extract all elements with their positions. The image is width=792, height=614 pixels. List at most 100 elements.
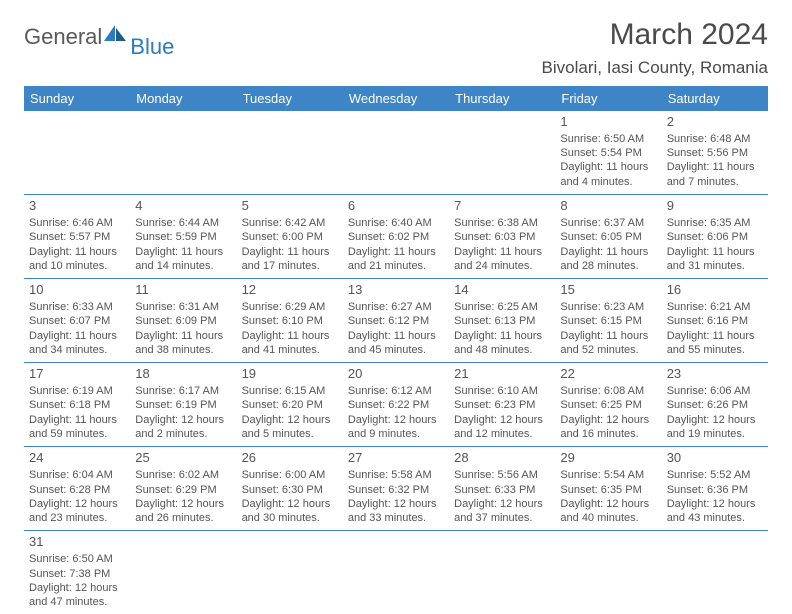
day-cell: 1Sunrise: 6:50 AMSunset: 5:54 PMDaylight… <box>555 111 661 194</box>
day-cell: 18Sunrise: 6:17 AMSunset: 6:19 PMDayligh… <box>130 363 236 446</box>
day-number: 7 <box>454 198 550 215</box>
day-number: 23 <box>667 366 763 383</box>
day-cell: 13Sunrise: 6:27 AMSunset: 6:12 PMDayligh… <box>343 279 449 362</box>
sunrise-text: Sunrise: 6:02 AM <box>135 468 231 482</box>
sunrise-text: Sunrise: 5:58 AM <box>348 468 444 482</box>
day-cell: 14Sunrise: 6:25 AMSunset: 6:13 PMDayligh… <box>449 279 555 362</box>
day-cell: 12Sunrise: 6:29 AMSunset: 6:10 PMDayligh… <box>237 279 343 362</box>
daylight-text: Daylight: 11 hours and 24 minutes. <box>454 245 550 274</box>
sunrise-text: Sunrise: 6:21 AM <box>667 300 763 314</box>
day-cell: 9Sunrise: 6:35 AMSunset: 6:06 PMDaylight… <box>662 195 768 278</box>
sunrise-text: Sunrise: 6:35 AM <box>667 216 763 230</box>
day-number: 17 <box>29 366 125 383</box>
day-number: 3 <box>29 198 125 215</box>
sunset-text: Sunset: 6:29 PM <box>135 483 231 497</box>
day-number: 26 <box>242 450 338 467</box>
day-number: 24 <box>29 450 125 467</box>
day-number: 16 <box>667 282 763 299</box>
sunrise-text: Sunrise: 6:33 AM <box>29 300 125 314</box>
logo: General Blue <box>24 18 176 50</box>
month-title: March 2024 <box>542 18 768 52</box>
day-cell: 19Sunrise: 6:15 AMSunset: 6:20 PMDayligh… <box>237 363 343 446</box>
day-cell-empty <box>449 111 555 194</box>
calendar: Sunday Monday Tuesday Wednesday Thursday… <box>24 86 768 614</box>
sunset-text: Sunset: 6:32 PM <box>348 483 444 497</box>
weekday-saturday: Saturday <box>662 86 768 111</box>
daylight-text: Daylight: 12 hours and 40 minutes. <box>560 497 656 526</box>
day-cell: 6Sunrise: 6:40 AMSunset: 6:02 PMDaylight… <box>343 195 449 278</box>
sunrise-text: Sunrise: 6:40 AM <box>348 216 444 230</box>
sunset-text: Sunset: 5:56 PM <box>667 146 763 160</box>
header-right: March 2024 Bivolari, Iasi County, Romani… <box>542 18 768 82</box>
day-number: 15 <box>560 282 656 299</box>
day-number: 30 <box>667 450 763 467</box>
week-row: 10Sunrise: 6:33 AMSunset: 6:07 PMDayligh… <box>24 279 768 363</box>
day-number: 25 <box>135 450 231 467</box>
day-number: 11 <box>135 282 231 299</box>
sunrise-text: Sunrise: 6:17 AM <box>135 384 231 398</box>
day-number: 8 <box>560 198 656 215</box>
daylight-text: Daylight: 12 hours and 43 minutes. <box>667 497 763 526</box>
day-cell-empty <box>237 531 343 614</box>
sunrise-text: Sunrise: 5:56 AM <box>454 468 550 482</box>
day-cell-empty <box>555 531 661 614</box>
daylight-text: Daylight: 11 hours and 41 minutes. <box>242 329 338 358</box>
weekday-sunday: Sunday <box>24 86 130 111</box>
sunrise-text: Sunrise: 6:15 AM <box>242 384 338 398</box>
sunset-text: Sunset: 6:03 PM <box>454 230 550 244</box>
day-cell: 27Sunrise: 5:58 AMSunset: 6:32 PMDayligh… <box>343 447 449 530</box>
day-number: 20 <box>348 366 444 383</box>
sunrise-text: Sunrise: 6:06 AM <box>667 384 763 398</box>
day-number: 4 <box>135 198 231 215</box>
sunrise-text: Sunrise: 6:50 AM <box>29 552 125 566</box>
weekday-monday: Monday <box>130 86 236 111</box>
daylight-text: Daylight: 11 hours and 7 minutes. <box>667 160 763 189</box>
day-cell-empty <box>449 531 555 614</box>
sunrise-text: Sunrise: 5:52 AM <box>667 468 763 482</box>
sunset-text: Sunset: 5:59 PM <box>135 230 231 244</box>
sunrise-text: Sunrise: 6:38 AM <box>454 216 550 230</box>
weekday-header-row: Sunday Monday Tuesday Wednesday Thursday… <box>24 86 768 111</box>
day-number: 27 <box>348 450 444 467</box>
sunrise-text: Sunrise: 6:48 AM <box>667 132 763 146</box>
sunset-text: Sunset: 6:19 PM <box>135 398 231 412</box>
week-row: 31Sunrise: 6:50 AMSunset: 7:38 PMDayligh… <box>24 531 768 614</box>
sunset-text: Sunset: 6:26 PM <box>667 398 763 412</box>
daylight-text: Daylight: 12 hours and 30 minutes. <box>242 497 338 526</box>
sunset-text: Sunset: 7:38 PM <box>29 567 125 581</box>
sunset-text: Sunset: 6:12 PM <box>348 314 444 328</box>
day-cell-empty <box>130 531 236 614</box>
daylight-text: Daylight: 12 hours and 33 minutes. <box>348 497 444 526</box>
day-number: 2 <box>667 114 763 131</box>
daylight-text: Daylight: 12 hours and 19 minutes. <box>667 413 763 442</box>
day-cell: 29Sunrise: 5:54 AMSunset: 6:35 PMDayligh… <box>555 447 661 530</box>
daylight-text: Daylight: 11 hours and 34 minutes. <box>29 329 125 358</box>
day-cell: 11Sunrise: 6:31 AMSunset: 6:09 PMDayligh… <box>130 279 236 362</box>
daylight-text: Daylight: 11 hours and 14 minutes. <box>135 245 231 274</box>
sunset-text: Sunset: 5:54 PM <box>560 146 656 160</box>
weekday-wednesday: Wednesday <box>343 86 449 111</box>
sunset-text: Sunset: 6:13 PM <box>454 314 550 328</box>
sunset-text: Sunset: 6:33 PM <box>454 483 550 497</box>
sunset-text: Sunset: 6:07 PM <box>29 314 125 328</box>
sunset-text: Sunset: 6:00 PM <box>242 230 338 244</box>
day-cell: 23Sunrise: 6:06 AMSunset: 6:26 PMDayligh… <box>662 363 768 446</box>
sunrise-text: Sunrise: 6:29 AM <box>242 300 338 314</box>
day-cell-empty <box>343 111 449 194</box>
day-cell: 15Sunrise: 6:23 AMSunset: 6:15 PMDayligh… <box>555 279 661 362</box>
sunset-text: Sunset: 6:23 PM <box>454 398 550 412</box>
day-cell: 10Sunrise: 6:33 AMSunset: 6:07 PMDayligh… <box>24 279 130 362</box>
daylight-text: Daylight: 12 hours and 47 minutes. <box>29 581 125 610</box>
day-cell-empty <box>130 111 236 194</box>
daylight-text: Daylight: 11 hours and 4 minutes. <box>560 160 656 189</box>
day-cell: 8Sunrise: 6:37 AMSunset: 6:05 PMDaylight… <box>555 195 661 278</box>
daylight-text: Daylight: 12 hours and 2 minutes. <box>135 413 231 442</box>
day-cell-empty <box>662 531 768 614</box>
sunset-text: Sunset: 6:20 PM <box>242 398 338 412</box>
daylight-text: Daylight: 12 hours and 9 minutes. <box>348 413 444 442</box>
sunrise-text: Sunrise: 6:08 AM <box>560 384 656 398</box>
sunset-text: Sunset: 6:30 PM <box>242 483 338 497</box>
sunset-text: Sunset: 6:18 PM <box>29 398 125 412</box>
day-cell: 25Sunrise: 6:02 AMSunset: 6:29 PMDayligh… <box>130 447 236 530</box>
day-cell: 30Sunrise: 5:52 AMSunset: 6:36 PMDayligh… <box>662 447 768 530</box>
